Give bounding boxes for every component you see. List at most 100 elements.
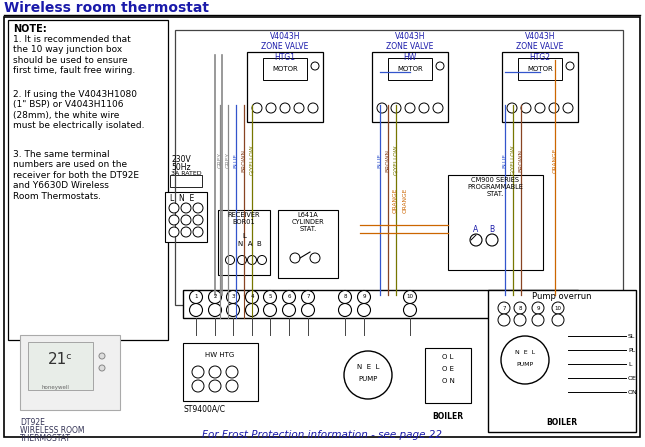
Circle shape: [181, 203, 191, 213]
Circle shape: [404, 291, 417, 304]
Circle shape: [563, 103, 573, 113]
Bar: [278, 210, 338, 278]
Text: 4: 4: [250, 295, 253, 299]
Text: MOTOR: MOTOR: [272, 66, 298, 72]
Circle shape: [190, 291, 203, 304]
Circle shape: [514, 302, 526, 314]
Text: MOTOR: MOTOR: [527, 66, 553, 72]
Text: PUMP: PUMP: [517, 362, 533, 367]
Text: B: B: [490, 225, 495, 234]
Circle shape: [226, 380, 238, 392]
Circle shape: [226, 304, 239, 316]
Circle shape: [294, 103, 304, 113]
Text: G/YELLOW: G/YELLOW: [510, 145, 515, 175]
Circle shape: [552, 302, 564, 314]
Text: 8: 8: [343, 295, 347, 299]
Text: 10: 10: [555, 305, 562, 311]
Circle shape: [532, 302, 544, 314]
Circle shape: [308, 103, 318, 113]
Circle shape: [192, 366, 204, 378]
Text: G/YELLOW: G/YELLOW: [393, 145, 399, 175]
Bar: [448, 175, 543, 270]
Circle shape: [507, 103, 517, 113]
Circle shape: [311, 62, 319, 70]
Circle shape: [252, 103, 262, 113]
Circle shape: [208, 291, 221, 304]
Circle shape: [377, 103, 387, 113]
Circle shape: [209, 380, 221, 392]
Circle shape: [226, 256, 235, 265]
Text: Pump overrun: Pump overrun: [532, 292, 591, 301]
Text: N  E  L: N E L: [357, 364, 379, 370]
Bar: [183, 290, 578, 318]
Text: BROWN: BROWN: [386, 148, 390, 172]
Bar: [518, 58, 562, 80]
Circle shape: [246, 304, 259, 316]
Text: 2: 2: [213, 295, 217, 299]
Text: L641A
CYLINDER
STAT.: L641A CYLINDER STAT.: [292, 212, 324, 232]
Text: HW HTG: HW HTG: [205, 352, 235, 358]
Circle shape: [433, 103, 443, 113]
Text: CM900 SERIES
PROGRAMMABLE
STAT.: CM900 SERIES PROGRAMMABLE STAT.: [467, 177, 523, 197]
Circle shape: [357, 304, 370, 316]
Text: BROWN: BROWN: [241, 148, 246, 172]
Text: BLUE: BLUE: [502, 152, 508, 168]
Text: O N: O N: [442, 378, 455, 384]
Text: THERMOSTAT: THERMOSTAT: [20, 434, 71, 443]
Circle shape: [549, 103, 559, 113]
Text: BROWN: BROWN: [519, 148, 524, 172]
Circle shape: [404, 304, 417, 316]
Text: A: A: [473, 225, 479, 234]
Text: SL: SL: [628, 333, 635, 338]
Text: V4043H
ZONE VALVE
HTG2: V4043H ZONE VALVE HTG2: [516, 32, 564, 62]
Circle shape: [535, 103, 545, 113]
Text: BOILER: BOILER: [546, 418, 577, 427]
Bar: [218, 210, 270, 275]
Text: Wireless room thermostat: Wireless room thermostat: [4, 1, 209, 15]
Circle shape: [237, 256, 246, 265]
Text: BOILER: BOILER: [432, 412, 464, 421]
Text: NOTE:: NOTE:: [13, 24, 46, 34]
Circle shape: [357, 291, 370, 304]
Bar: [8, 20, 168, 340]
Circle shape: [99, 353, 105, 359]
Bar: [425, 348, 471, 403]
Text: 7: 7: [306, 295, 310, 299]
Bar: [263, 58, 307, 80]
Bar: [170, 175, 202, 187]
Circle shape: [283, 304, 295, 316]
Text: 1. It is recommended that
the 10 way junction box
should be used to ensure
first: 1. It is recommended that the 10 way jun…: [13, 35, 135, 75]
Text: O L: O L: [442, 354, 453, 360]
Text: honeywell: honeywell: [41, 385, 69, 390]
Circle shape: [226, 366, 238, 378]
Circle shape: [266, 103, 276, 113]
Text: L: L: [242, 233, 246, 239]
Bar: [372, 52, 448, 122]
Circle shape: [226, 291, 239, 304]
Circle shape: [169, 227, 179, 237]
Circle shape: [301, 304, 315, 316]
Text: 2. If using the V4043H1080
(1" BSP) or V4043H1106
(28mm), the white wire
must be: 2. If using the V4043H1080 (1" BSP) or V…: [13, 90, 144, 130]
Circle shape: [208, 304, 221, 316]
Text: G/YELLOW: G/YELLOW: [250, 145, 255, 175]
Text: N  A  B: N A B: [238, 241, 262, 247]
Circle shape: [498, 314, 510, 326]
Text: RECEIVER
BOR01: RECEIVER BOR01: [228, 212, 261, 225]
Text: BLUE: BLUE: [233, 152, 239, 168]
Text: ORANGE: ORANGE: [402, 187, 408, 213]
Text: PL: PL: [628, 347, 635, 353]
Bar: [175, 30, 623, 305]
Bar: [247, 52, 323, 122]
Bar: [388, 58, 432, 80]
Text: 1: 1: [194, 295, 198, 299]
Text: 230V: 230V: [171, 155, 191, 164]
Circle shape: [501, 336, 549, 384]
Text: 50Hz: 50Hz: [171, 163, 191, 172]
Circle shape: [532, 314, 544, 326]
Circle shape: [521, 103, 531, 113]
Circle shape: [498, 302, 510, 314]
Bar: [165, 192, 207, 242]
Circle shape: [486, 234, 498, 246]
Circle shape: [264, 291, 277, 304]
Circle shape: [552, 314, 564, 326]
